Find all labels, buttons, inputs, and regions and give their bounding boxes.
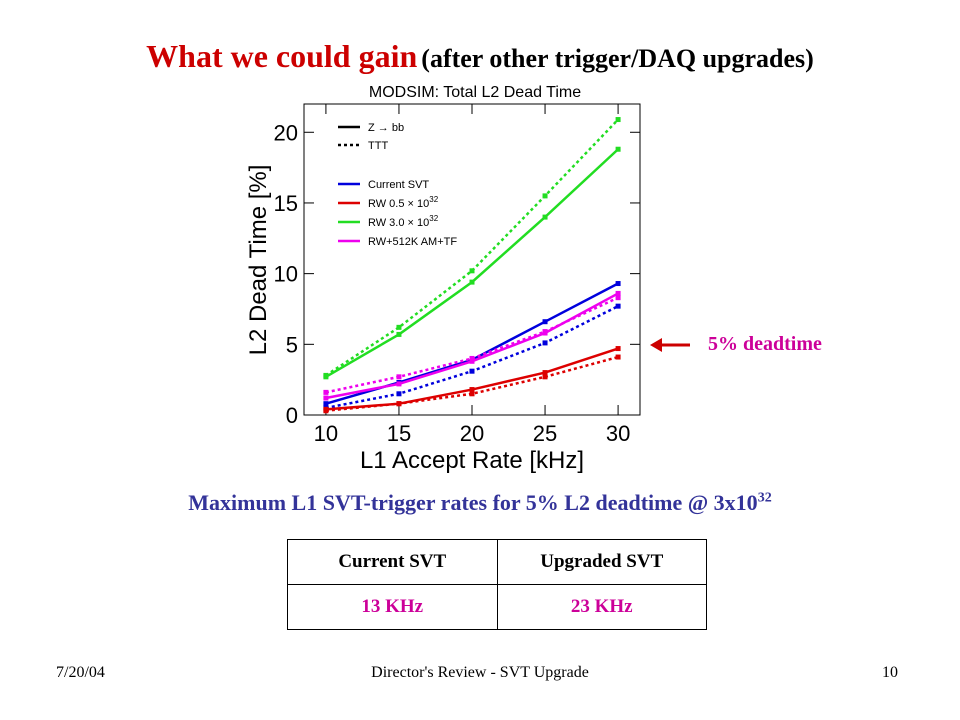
table-header-row: Current SVT Upgraded SVT xyxy=(287,539,707,585)
data-point xyxy=(615,354,621,360)
data-point xyxy=(469,268,475,274)
x-tick-label: 20 xyxy=(460,421,484,446)
arrow-left-icon xyxy=(650,337,690,352)
slide-title-main: What we could gain xyxy=(146,38,418,74)
data-point xyxy=(542,329,548,335)
data-point xyxy=(542,340,548,346)
data-point xyxy=(469,387,475,393)
data-point xyxy=(323,401,329,407)
table-value-current: 13 KHz xyxy=(287,584,498,630)
data-point xyxy=(469,358,475,364)
data-point xyxy=(615,281,621,287)
x-tick-label: 15 xyxy=(387,421,411,446)
x-tick-label: 30 xyxy=(606,421,630,446)
data-point xyxy=(396,331,402,337)
legend-label: RW 0.5 × 1032 xyxy=(368,195,439,210)
slide-title: What we could gain (after other trigger/… xyxy=(0,38,960,75)
data-point xyxy=(323,389,329,395)
data-point xyxy=(615,346,621,352)
data-point xyxy=(396,374,402,380)
data-point xyxy=(542,193,548,199)
legend-label: Z → bb xyxy=(368,122,404,134)
legend-label: TTT xyxy=(368,140,388,152)
series-line-dotted xyxy=(325,296,619,394)
data-point xyxy=(469,368,475,374)
plot-frame xyxy=(303,103,641,416)
y-tick-label: 15 xyxy=(274,191,298,216)
x-tick-label: 25 xyxy=(533,421,557,446)
y-axis-label: L2 Dead Time [%] xyxy=(245,165,272,356)
series-line-dotted xyxy=(325,355,619,413)
data-point xyxy=(396,381,402,387)
series-layer xyxy=(323,117,621,414)
data-point xyxy=(396,324,402,330)
legend-label: Current SVT xyxy=(368,179,429,191)
chart-legend: Z → bb TTT Current SVT RW 0.5 × 1032 RW 3.0 … xyxy=(338,122,457,248)
data-point xyxy=(469,279,475,285)
y-tick-label: 10 xyxy=(274,262,298,287)
data-point xyxy=(542,319,548,325)
x-axis-ticks: 10 15 20 25 30 xyxy=(314,104,630,446)
data-point xyxy=(396,401,402,407)
data-point xyxy=(323,408,329,414)
deadtime-annotation: 5% deadtime xyxy=(650,333,822,356)
data-point xyxy=(323,372,329,378)
data-point xyxy=(469,355,475,361)
data-point xyxy=(542,374,548,380)
series-line-dotted xyxy=(325,118,619,377)
rates-subtitle-text: Maximum L1 SVT-trigger rates for 5% L2 d… xyxy=(188,490,758,515)
data-point xyxy=(615,117,621,123)
x-axis-label: L1 Accept Rate [kHz] xyxy=(360,447,584,474)
table-row: 13 KHz 23 KHz xyxy=(287,584,707,630)
data-point xyxy=(542,214,548,220)
data-point xyxy=(615,295,621,301)
data-point xyxy=(615,146,621,152)
table-header-upgraded: Upgraded SVT xyxy=(496,539,707,585)
rates-table: Current SVT Upgraded SVT 13 KHz 23 KHz xyxy=(287,539,707,630)
rates-subtitle-exponent: 32 xyxy=(757,490,772,506)
y-axis-ticks: 0 5 10 15 20 xyxy=(274,120,640,428)
table-value-upgraded: 23 KHz xyxy=(496,584,707,630)
data-point xyxy=(323,395,329,401)
deadtime-label: 5% deadtime xyxy=(708,333,822,355)
data-point xyxy=(469,391,475,397)
data-point xyxy=(542,370,548,376)
series-line-solid xyxy=(325,282,619,405)
legend-label: RW+512K AM+TF xyxy=(368,236,457,248)
y-tick-label: 20 xyxy=(274,120,298,145)
data-point xyxy=(615,303,621,309)
rates-subtitle: Maximum L1 SVT-trigger rates for 5% L2 d… xyxy=(0,490,960,516)
table-header-current: Current SVT xyxy=(287,539,498,585)
footer-title: Director's Review - SVT Upgrade xyxy=(371,664,589,681)
slide-title-sub: (after other trigger/DAQ upgrades) xyxy=(421,44,814,73)
legend-label: RW 3.0 × 1032 xyxy=(368,214,439,229)
y-tick-label: 5 xyxy=(286,332,298,357)
chart-title: MODSIM: Total L2 Dead Time xyxy=(369,84,581,101)
footer-date: 7/20/04 xyxy=(56,664,105,681)
x-tick-label: 10 xyxy=(314,421,338,446)
data-point xyxy=(396,391,402,397)
data-point xyxy=(615,290,621,296)
dead-time-chart: MODSIM: Total L2 Dead Time 0 5 10 15 20 10 15… xyxy=(245,84,641,474)
footer-page-number: 10 xyxy=(882,664,898,681)
y-tick-label: 0 xyxy=(286,403,298,428)
